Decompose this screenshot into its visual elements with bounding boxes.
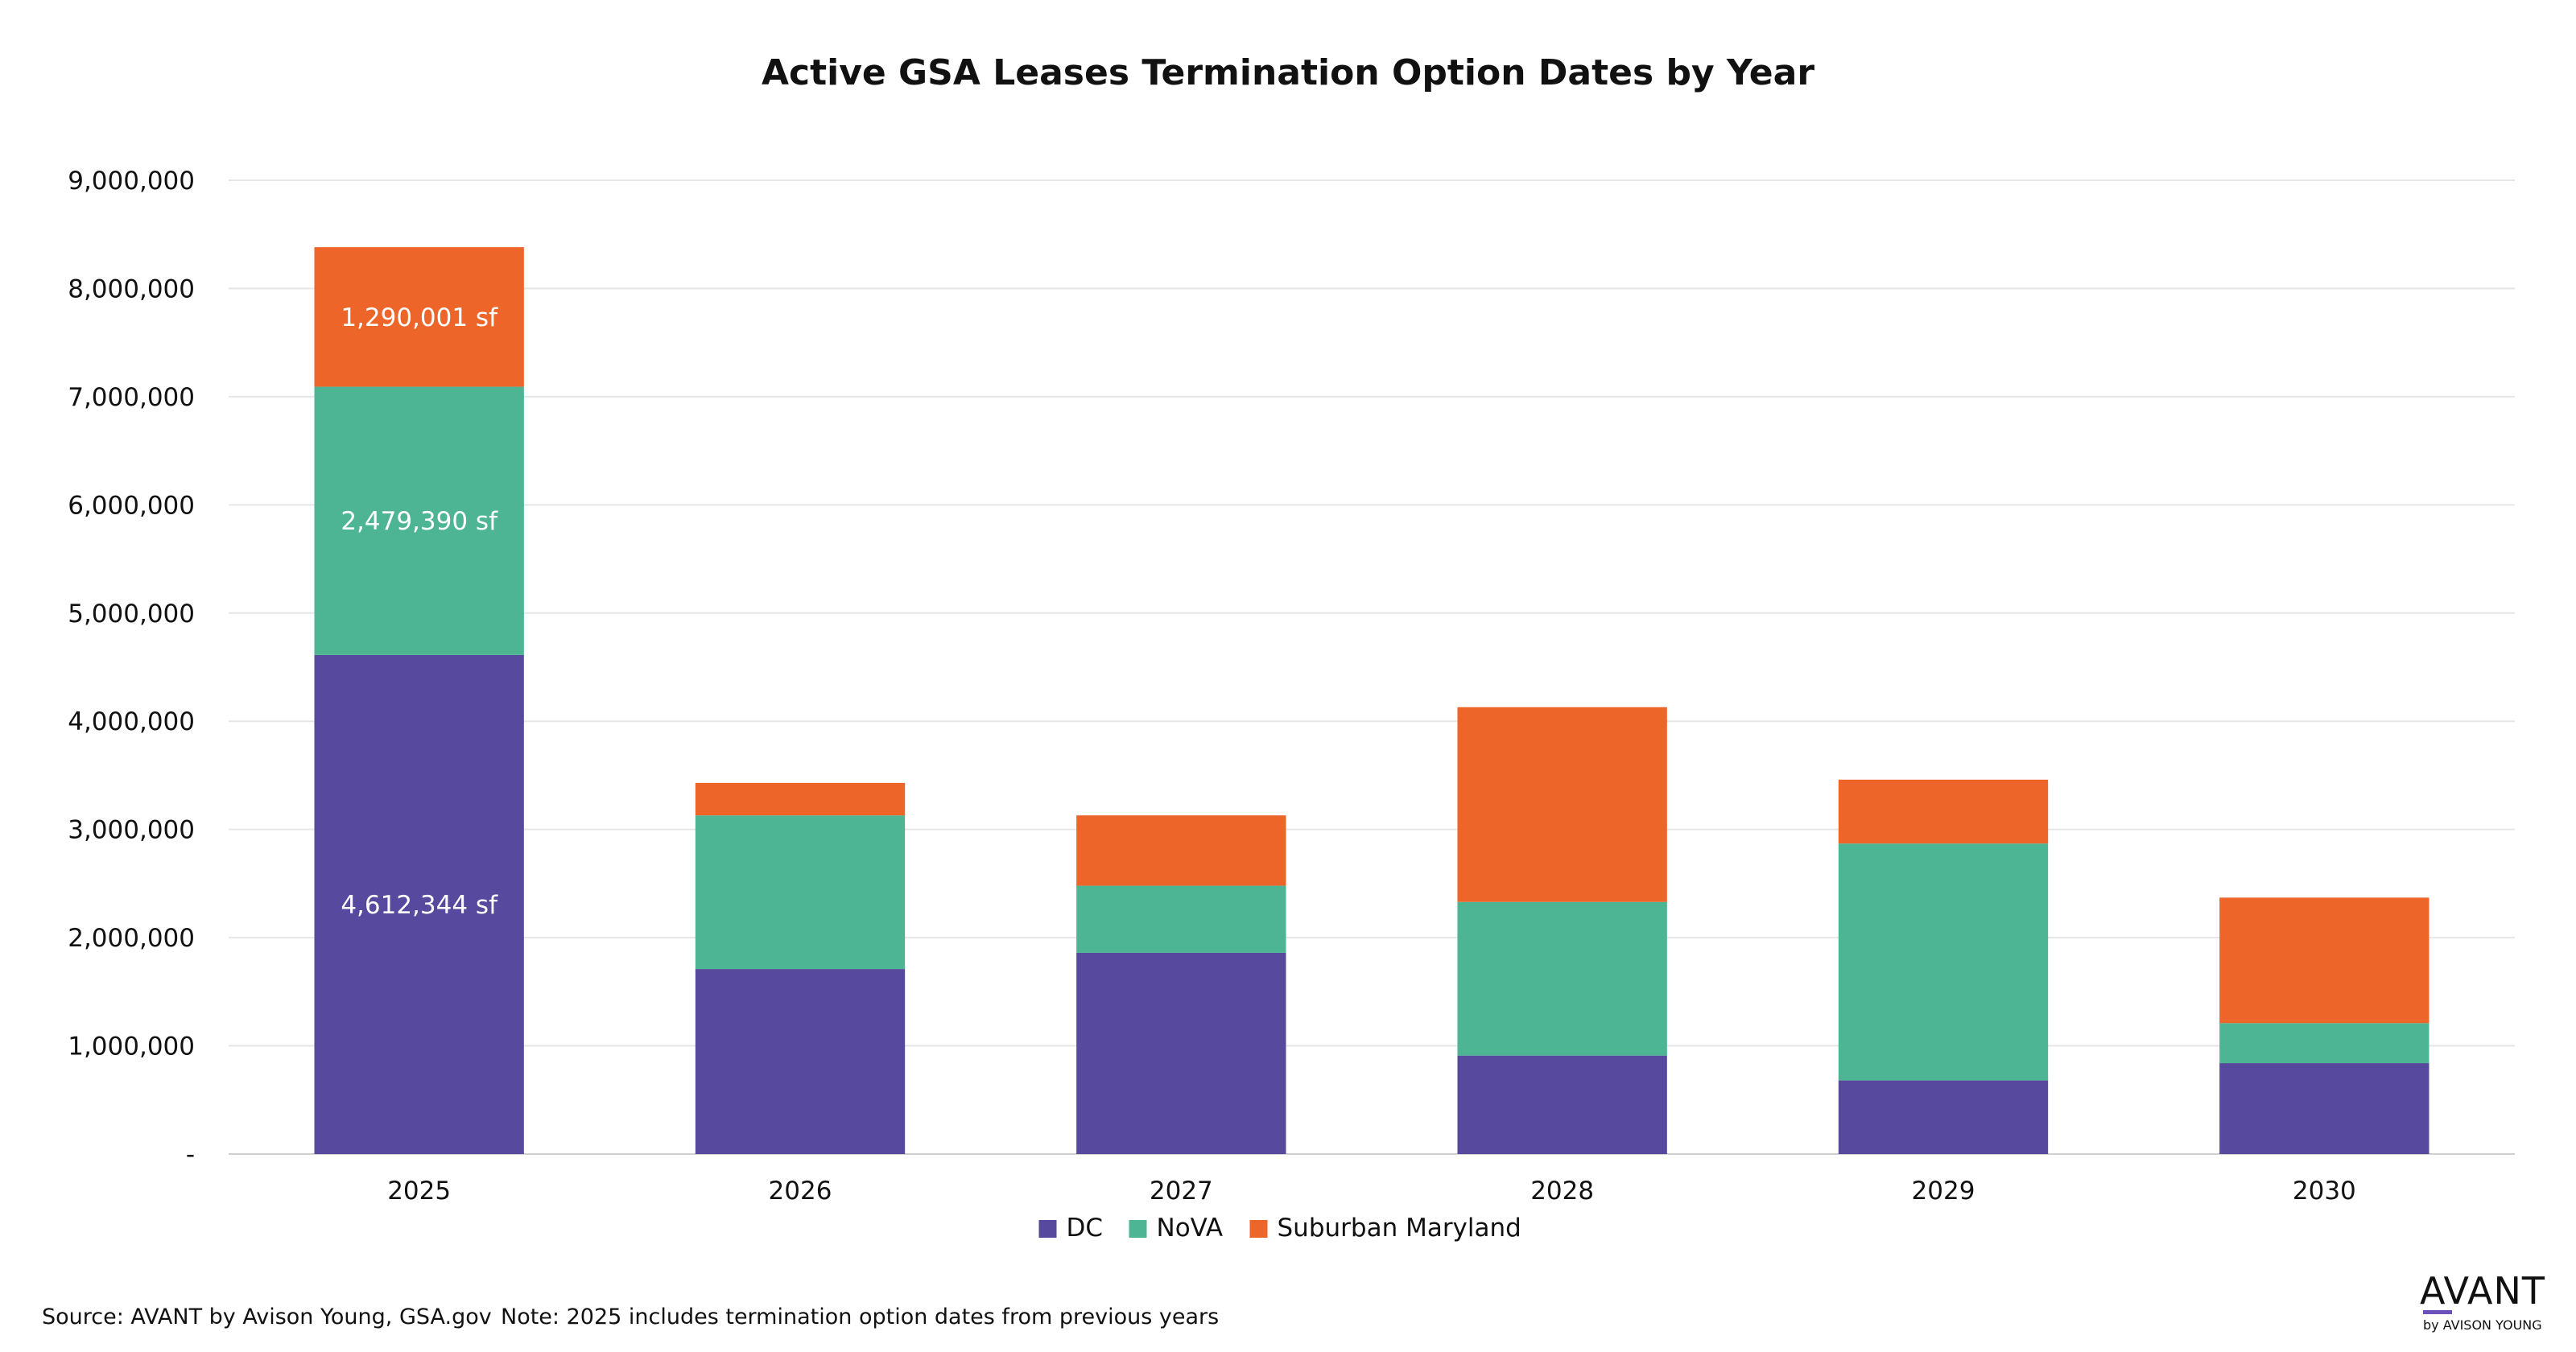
legend: DC NoVA Suburban Maryland [1038,1214,1521,1243]
bar-segment-dc-2025 [314,654,524,1154]
x-tick-label: 2025 [387,1177,451,1206]
bar-segment-suburban-maryland-2025 [314,247,524,387]
y-tick-label: 6,000,000 [68,491,195,520]
y-axis-ticks: - 1,000,000 2,000,000 3,000,000 4,000,000 5,0… [68,167,195,1169]
bar-segment-dc-2027 [1076,952,1286,1154]
x-tick-label: 2026 [769,1177,832,1206]
bar-segment-suburban-maryland-2027 [1076,815,1286,886]
x-axis-ticks: 2025 2026 2027 2028 2029 2030 [387,1177,2356,1206]
bar-segment-suburban-maryland-2029 [1838,779,2049,844]
bar-segment-nova-2027 [1076,885,1286,953]
bar-segment-nova-2025 [314,386,524,655]
bar-segment-nova-2026 [695,815,906,970]
data-label: 2,479,390 sf [341,507,498,536]
bars: 4,612,344 sf 2,479,390 sf 1,290,001 sf [314,247,2429,1154]
bar-segment-nova-2030 [2219,1023,2429,1064]
bar-segment-dc-2030 [2219,1063,2429,1154]
footnote: Note: 2025 includes termination option d… [501,1305,1219,1329]
avant-logo: AVANT by AVISON YOUNG [2420,1269,2545,1333]
y-tick-label: 4,000,000 [68,707,195,736]
legend-label: Suburban Maryland [1278,1214,1521,1243]
logo-tagline: by AVISON YOUNG [2423,1317,2542,1333]
x-tick-label: 2027 [1150,1177,1213,1206]
logo-wordmark: AVANT [2420,1269,2545,1313]
y-tick-label: 5,000,000 [68,600,195,629]
legend-label: NoVA [1157,1214,1224,1243]
legend-swatch-nova [1129,1220,1147,1238]
y-tick-label: 1,000,000 [68,1033,195,1061]
bar-segment-suburban-maryland-2030 [2219,897,2429,1024]
bar-segment-nova-2029 [1838,843,2049,1081]
y-tick-label: 3,000,000 [68,816,195,845]
legend-swatch-dc [1038,1220,1057,1238]
y-tick-label: 8,000,000 [68,274,195,303]
x-tick-label: 2028 [1530,1177,1594,1206]
legend-label: DC [1067,1214,1104,1243]
x-tick-label: 2030 [2293,1177,2356,1206]
bar-segment-suburban-maryland-2026 [695,782,906,816]
y-tick-label: 2,000,000 [68,924,195,953]
bar-segment-dc-2028 [1457,1055,1667,1154]
gridlines [229,179,2515,1155]
y-tick-label: 9,000,000 [68,167,195,196]
bar-segment-dc-2026 [695,969,906,1154]
bar-segment-nova-2028 [1457,901,1667,1056]
chart-title: Active GSA Leases Termination Option Dat… [762,52,1814,93]
x-tick-label: 2029 [1912,1177,1975,1206]
bar-segment-dc-2029 [1838,1080,2049,1154]
logo-accent-bar [2423,1310,2452,1314]
bar-segment-suburban-maryland-2028 [1457,707,1667,902]
y-tick-label: - [186,1140,195,1169]
data-label: 1,290,001 sf [341,303,498,332]
data-label: 4,612,344 sf [341,891,498,920]
y-tick-label: 7,000,000 [68,383,195,412]
legend-swatch-suburban-maryland [1249,1220,1268,1238]
source-note: Source: AVANT by Avison Young, GSA.gov [42,1305,492,1329]
